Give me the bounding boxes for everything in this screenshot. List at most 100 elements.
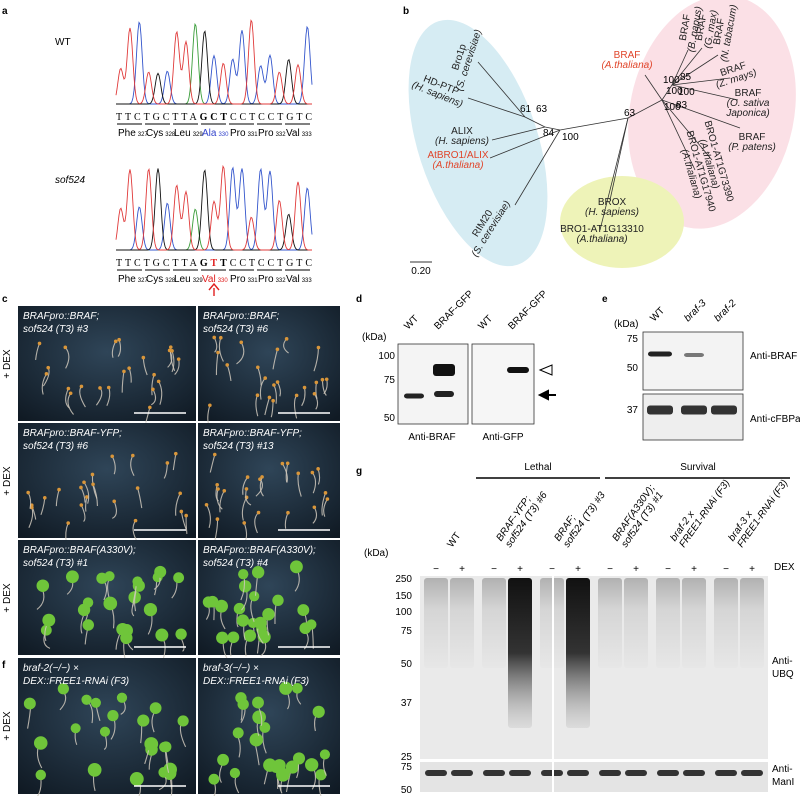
bootstrap-value: 100 <box>663 75 680 86</box>
residue-name: Pro <box>258 274 274 285</box>
tree-label-line: (A.thaliana) <box>601 60 652 71</box>
panel-letter: b <box>403 6 409 17</box>
cotyledon <box>238 568 249 580</box>
seed <box>255 393 260 397</box>
seed <box>26 490 30 495</box>
bootstrap-value: 100 <box>678 87 695 98</box>
seedling-root <box>259 476 264 497</box>
tree-label-line: AtBRO1/ALIX <box>427 150 488 161</box>
seedling-root <box>215 352 219 376</box>
cotyledon <box>137 714 150 727</box>
tree-branch <box>671 84 739 101</box>
seed <box>112 499 117 504</box>
sequence: TTCTGCTTA GCT CCTCCTGTC <box>116 112 312 123</box>
seed <box>122 369 126 374</box>
tree-branch <box>627 99 663 119</box>
seed <box>127 366 131 370</box>
band <box>599 770 621 776</box>
band <box>648 351 672 357</box>
cotyledon <box>297 604 310 617</box>
seed <box>296 471 301 476</box>
cotyledon <box>87 763 102 777</box>
seedling-root <box>92 484 98 507</box>
cotyledon <box>57 683 69 695</box>
cotyledon <box>292 752 306 765</box>
band <box>715 770 737 776</box>
seed <box>314 380 319 385</box>
lane-smear <box>508 578 532 728</box>
residue-name: Val <box>286 274 300 285</box>
seed <box>316 467 320 471</box>
tree-label-line: Japonica) <box>725 108 769 119</box>
seed <box>255 365 260 370</box>
scale-label: 0.20 <box>411 266 431 277</box>
cotyledon <box>116 622 129 636</box>
lane-group-label: WT <box>445 531 463 550</box>
sequence-part: T <box>211 258 218 269</box>
seed <box>133 518 138 523</box>
seed <box>312 391 317 396</box>
sequence-part: GCT <box>200 112 228 123</box>
cotyledon <box>252 696 264 709</box>
seed <box>66 521 70 525</box>
seed <box>310 470 315 475</box>
antibody-label: ManI <box>772 777 794 788</box>
lane-label: WT <box>476 313 495 332</box>
cotyledon <box>70 723 81 734</box>
residue-number: 330 <box>218 278 229 284</box>
marker-label: 100 <box>395 607 412 618</box>
marker-label: 75 <box>384 375 396 386</box>
residue: Ala 330 <box>202 128 229 139</box>
tree-branch <box>644 74 663 101</box>
residue: Pro 331 <box>230 128 258 139</box>
seed <box>168 345 173 349</box>
lane-group-label: BRAF;sof524 (T3) #3 <box>552 490 608 550</box>
blot <box>420 576 768 759</box>
lane-smear <box>624 578 648 668</box>
trace <box>116 21 313 105</box>
mutation-arrow <box>208 282 220 296</box>
tree-label-line: (A.thaliana) <box>432 160 483 171</box>
seedling-root <box>150 389 157 406</box>
cotyledon <box>305 758 319 772</box>
cotyledon <box>90 697 101 708</box>
treatment-label: + DEX <box>2 711 13 741</box>
residue: Pro 332 <box>258 128 286 139</box>
seedling-root <box>321 379 327 396</box>
sequence-part: CCTCCTGTC <box>230 258 313 269</box>
seed <box>216 350 220 355</box>
lane-smear <box>450 578 474 668</box>
seed <box>106 385 111 390</box>
bootstrap-value: 85 <box>680 72 692 83</box>
tree-label-line: BRAF <box>678 13 693 41</box>
cotyledon <box>272 594 284 607</box>
cotyledon <box>285 760 300 774</box>
seed <box>79 485 83 490</box>
unit-label: (kDa) <box>614 319 638 330</box>
sequence-part: TTCTGCTTA <box>116 258 198 269</box>
blot <box>642 393 744 441</box>
cotyledon <box>159 741 170 753</box>
tree-branch <box>661 99 696 171</box>
seedling-root <box>206 504 211 529</box>
lane-smear <box>656 578 680 668</box>
panel-letter: e <box>602 294 608 305</box>
seedling-root <box>321 492 327 516</box>
seed <box>110 454 115 459</box>
cotyledon <box>262 608 275 621</box>
seed <box>46 365 51 370</box>
cotyledon <box>216 631 229 644</box>
residue-number: 328 <box>165 132 176 138</box>
photo-label: sof524 (T3) #13 <box>203 441 274 452</box>
seedling-root <box>112 501 117 519</box>
seed <box>323 491 328 495</box>
dex-sign: + <box>633 564 639 575</box>
cotyledon <box>129 772 144 786</box>
residue-name: Pro <box>230 274 246 285</box>
band <box>507 367 529 373</box>
unit-label: (kDa) <box>362 332 386 343</box>
bootstrap-value: 84 <box>543 128 555 139</box>
residue-number: 333 <box>302 132 313 138</box>
cotyledon <box>99 726 111 737</box>
seed <box>215 517 220 521</box>
